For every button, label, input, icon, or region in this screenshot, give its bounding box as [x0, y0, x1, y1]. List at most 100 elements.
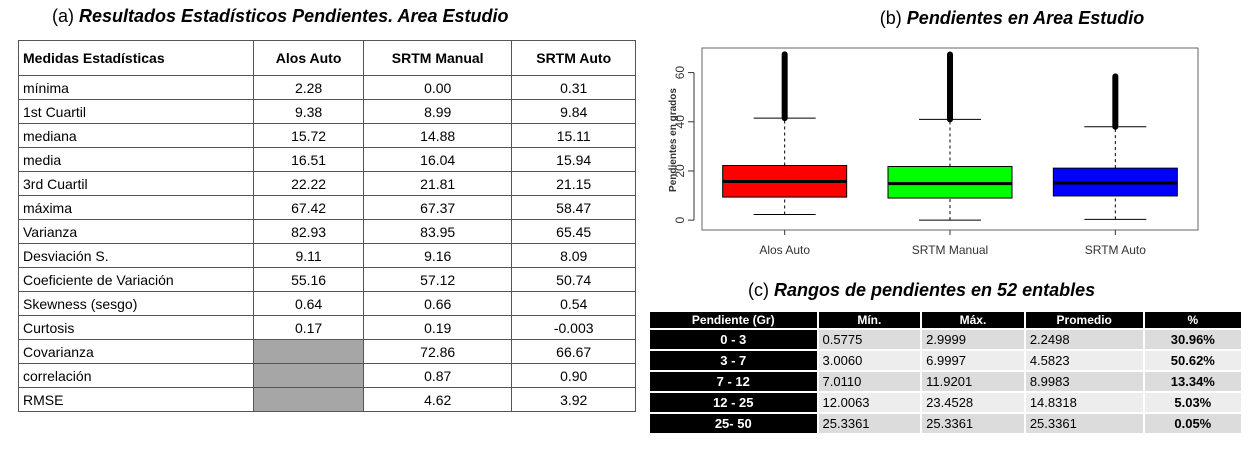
cell: 4.5823	[1023, 349, 1145, 372]
cell: 55.16	[253, 267, 364, 292]
table-a-title: (a) Resultados Estadísticos Pendientes. …	[52, 6, 508, 27]
cell: correlación	[17, 363, 255, 388]
cell: 15.11	[511, 123, 636, 148]
cell: 0.90	[511, 363, 636, 388]
cell: 13.34%	[1142, 370, 1244, 393]
row: Curtosis 0.17 0.19 -0.003	[17, 315, 636, 340]
cell: RMSE	[17, 387, 255, 412]
cell: 57.12	[362, 267, 513, 292]
cell: 2.28	[253, 75, 364, 100]
row: Covarianza 72.86 66.67	[17, 339, 636, 364]
row: 0 - 3 0.5775 2.9999 2.2498 30.96%	[648, 328, 1244, 351]
row: media 16.51 16.04 15.94	[17, 147, 636, 172]
title: Pendientes en Area Estudio	[907, 8, 1144, 28]
cell: 7 - 12	[648, 370, 819, 393]
row: 3 - 7 3.0060 6.9997 4.5823 50.62%	[648, 349, 1244, 372]
cell: 25.3361	[1023, 412, 1145, 435]
cell: 0.87	[362, 363, 513, 388]
cell: 50.74	[511, 267, 636, 292]
cell: Mín.	[816, 310, 923, 330]
cell: 14.8318	[1023, 391, 1145, 414]
cell: 0.54	[511, 291, 636, 316]
cell: 8.9983	[1023, 370, 1145, 393]
title: Rangos de pendientes en 52 entables	[774, 280, 1096, 300]
cell: 72.86	[362, 339, 513, 364]
cell: 25.3361	[920, 412, 1026, 435]
cell: 14.88	[362, 123, 513, 148]
header-row: Pendiente (Gr) Mín. Máx. Promedio%	[648, 310, 1244, 330]
row: Varianza 82.93 83.95 65.45	[17, 219, 636, 244]
row: 12 - 25 12.0063 23.4528 14.8318 5.03%	[648, 391, 1244, 414]
row: mediana 15.72 14.88 15.11	[17, 123, 636, 148]
cell: Varianza	[17, 219, 255, 244]
cell: 25- 50	[648, 412, 819, 435]
cell: 15.94	[511, 147, 636, 172]
cell: 30.96%	[1142, 328, 1244, 351]
row: Skewness (sesgo) 0.64 0.66 0.54	[17, 291, 636, 316]
cell: 23.4528	[920, 391, 1026, 414]
row: Coeficiente de Variación 55.16 57.12 50.74	[17, 267, 636, 292]
table-c-title: (c) Rangos de pendientes en 52 entables	[748, 280, 1095, 301]
cell: 67.42	[253, 195, 364, 220]
cell: 0.19	[362, 315, 513, 340]
cell: 0.64	[253, 291, 364, 316]
cell: 2.9999	[920, 328, 1026, 351]
x-tick-label: SRTM Auto	[1085, 243, 1146, 257]
row: Desviación S. 9.11 9.16 8.09	[17, 243, 636, 268]
panel-label: (c)	[748, 280, 769, 300]
cell: 25.3361	[816, 412, 923, 435]
row: 3rd Cuartil 22.22 21.81 21.15	[17, 171, 636, 196]
cell: 4.62	[362, 387, 513, 412]
row: 1st Cuartil 9.38 8.99 9.84	[17, 99, 636, 124]
cell: 0.05%	[1142, 412, 1244, 435]
cell: 0.31	[511, 75, 636, 100]
y-tick-label: 0	[673, 217, 687, 224]
cell	[253, 387, 364, 412]
chart-title: (b) Pendientes en Area Estudio	[880, 8, 1144, 28]
cell: 16.04	[362, 147, 513, 172]
panel-label: (b)	[880, 8, 902, 28]
row: 7 - 12 7.0110 11.9201 8.9983 13.34%	[648, 370, 1244, 393]
cell: -0.003	[511, 315, 636, 340]
cell: 9.11	[253, 243, 364, 268]
cell: 12.0063	[816, 391, 923, 414]
y-tick-label: 40	[673, 115, 687, 129]
cell: 16.51	[253, 147, 364, 172]
cell: Promedio	[1023, 310, 1145, 330]
row: mínima 2.28 0.00 0.31	[17, 75, 636, 100]
cell: 15.72	[253, 123, 364, 148]
cell: 6.9997	[920, 349, 1026, 372]
cell: Coeficiente de Variación	[17, 267, 255, 292]
cell: 21.81	[362, 171, 513, 196]
cell: 9.84	[511, 99, 636, 124]
cell: 0.5775	[816, 328, 923, 351]
cell: %	[1142, 310, 1244, 330]
cell: 12 - 25	[648, 391, 819, 414]
cell: 50.62%	[1142, 349, 1244, 372]
cell: Alos Auto	[253, 40, 364, 76]
cell: 5.03%	[1142, 391, 1244, 414]
row: máxima 67.42 67.37 58.47	[17, 195, 636, 220]
row: RMSE 4.62 3.92	[17, 387, 636, 412]
cell: 3.0060	[816, 349, 923, 372]
cell: 8.99	[362, 99, 513, 124]
cell: 0.00	[362, 75, 513, 100]
cell: Covarianza	[17, 339, 255, 364]
panel-label: (a)	[52, 6, 74, 26]
cell: 22.22	[253, 171, 364, 196]
cell: máxima	[17, 195, 255, 220]
cell: 3 - 7	[648, 349, 819, 372]
title: Resultados Estadísticos Pendientes. Area…	[79, 6, 509, 26]
cell: SRTM Auto	[511, 40, 636, 76]
cell: Desviación S.	[17, 243, 255, 268]
cell: mediana	[17, 123, 255, 148]
cell	[253, 339, 364, 364]
cell: 8.09	[511, 243, 636, 268]
cell: SRTM Manual	[362, 40, 513, 76]
cell: 82.93	[253, 219, 364, 244]
cell: 83.95	[362, 219, 513, 244]
y-tick-label: 20	[673, 164, 687, 178]
cell: 21.15	[511, 171, 636, 196]
x-tick-label: SRTM Manual	[912, 243, 988, 257]
cell: 9.16	[362, 243, 513, 268]
